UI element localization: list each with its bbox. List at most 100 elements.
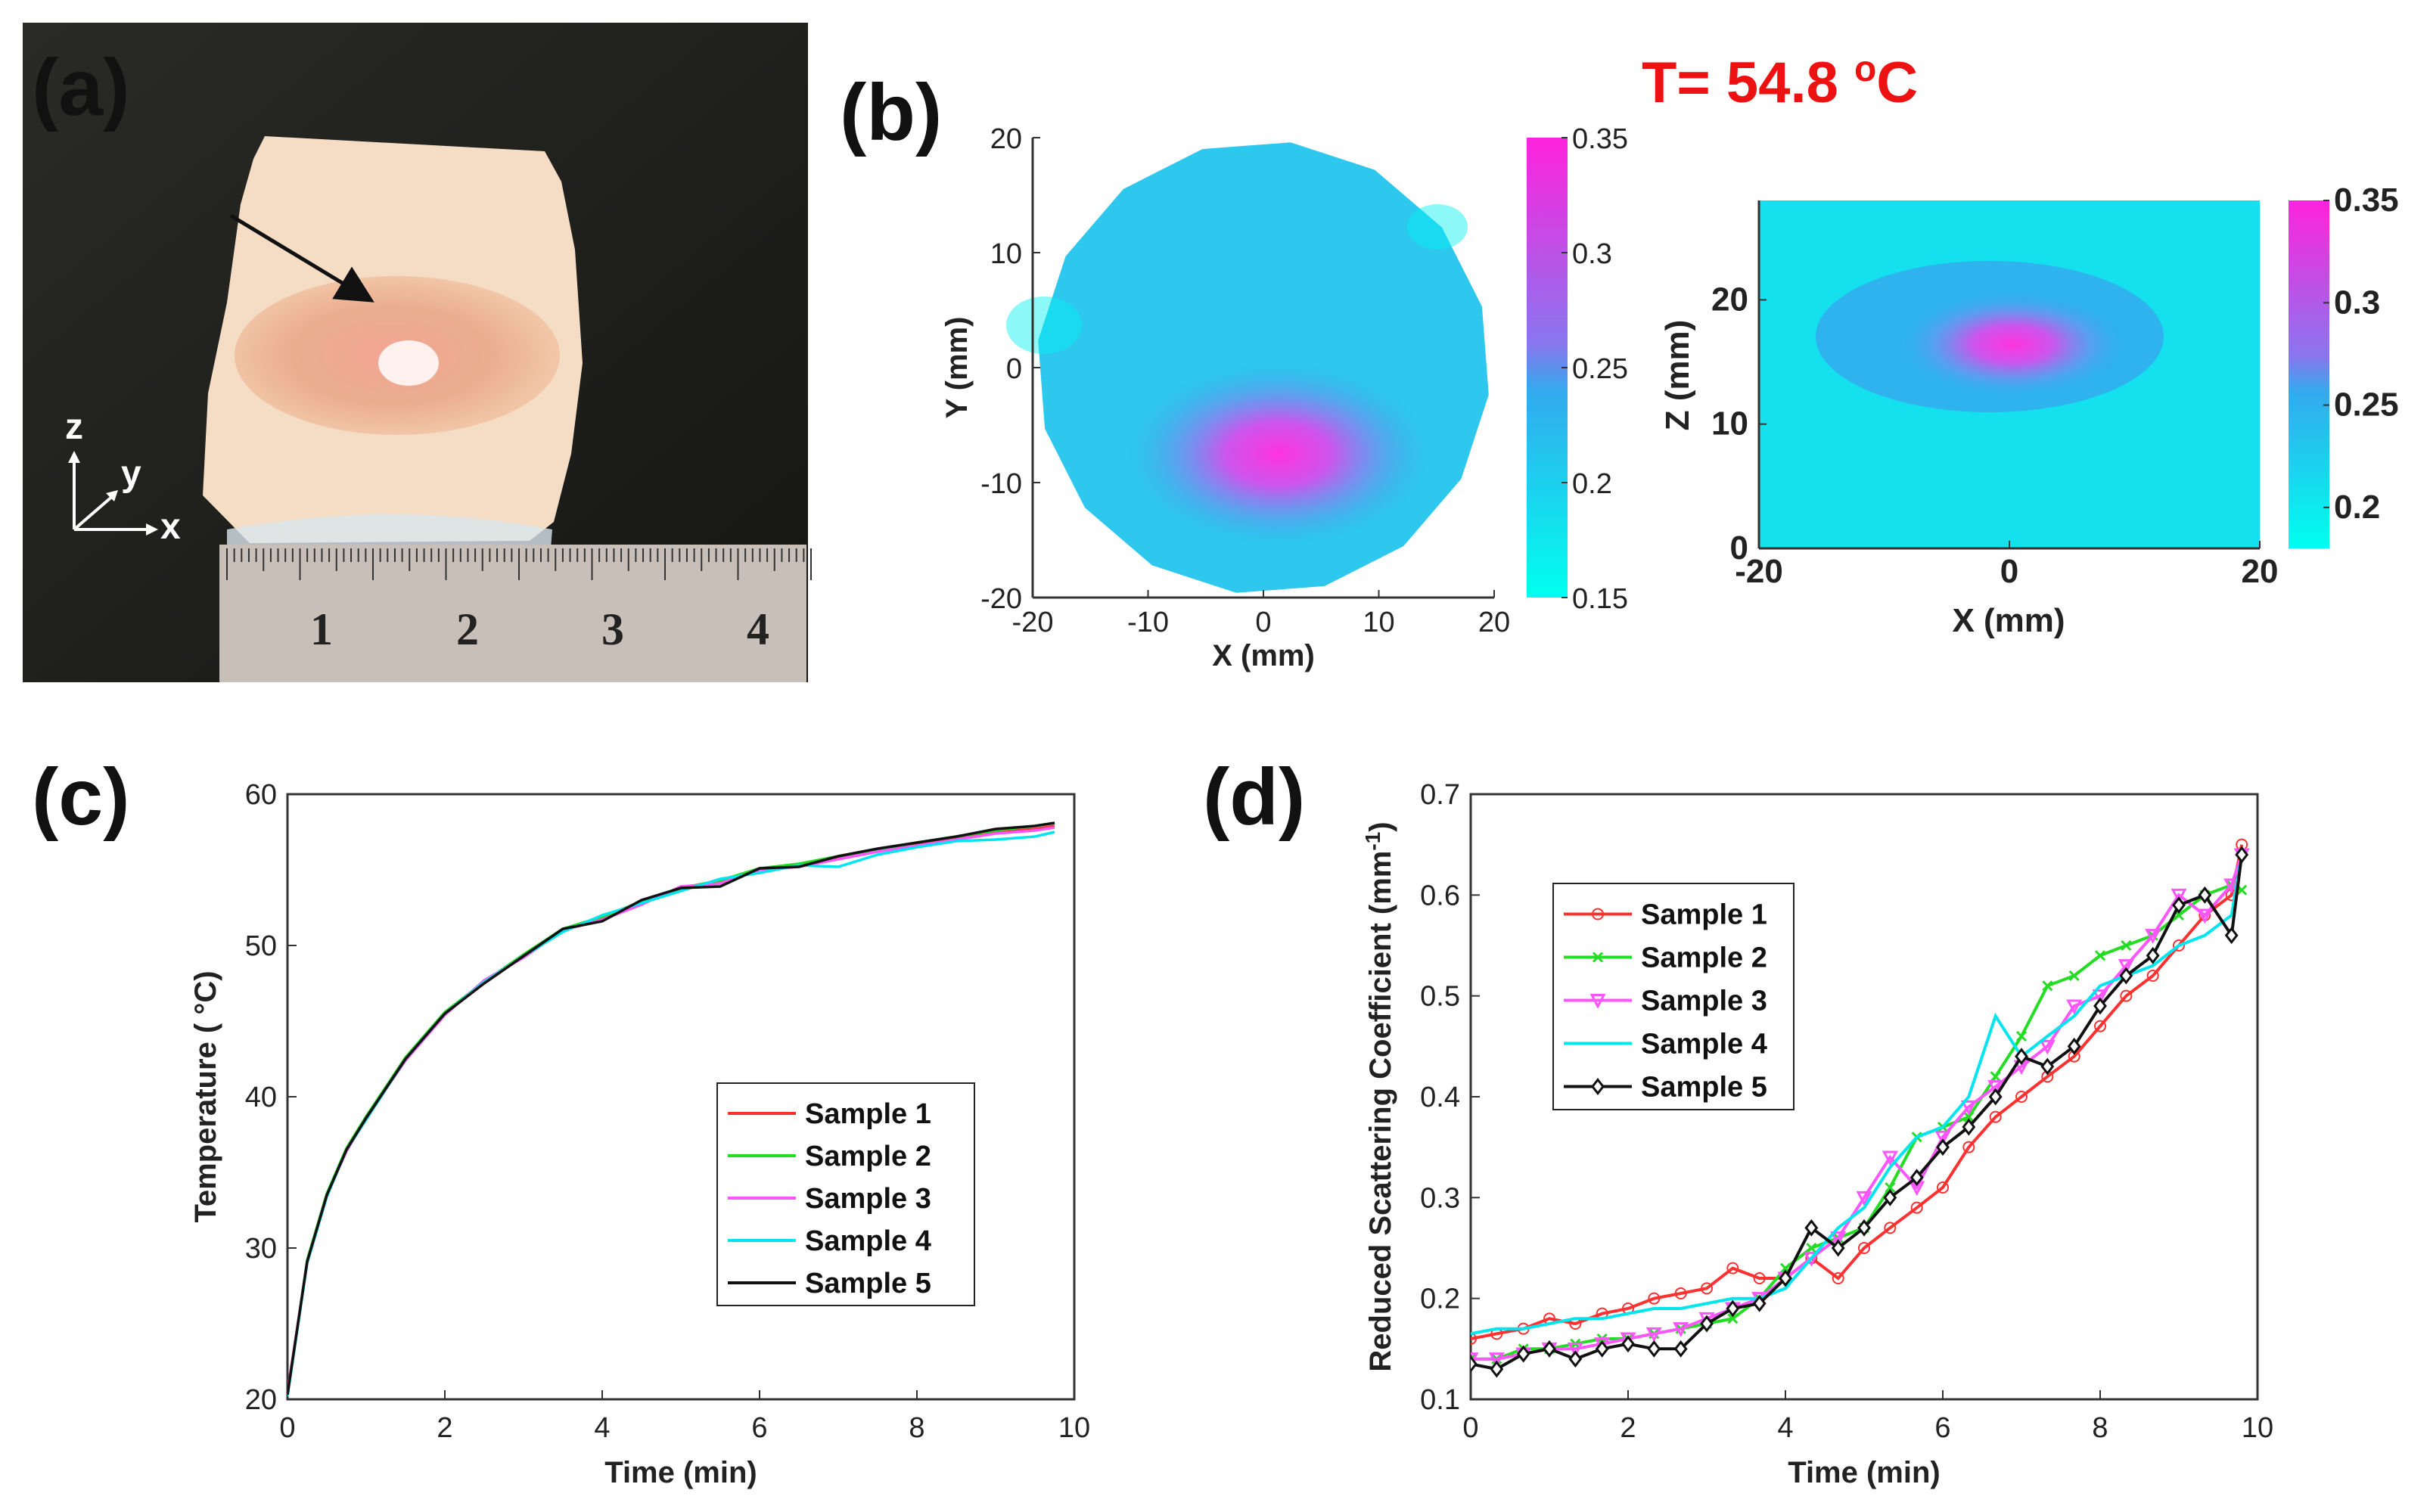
ruler-number-4: 4 <box>747 604 769 654</box>
y-tick-label: 0.1 <box>1420 1384 1460 1416</box>
arrow <box>229 213 374 303</box>
y-tick-label: 0.3 <box>1420 1182 1460 1214</box>
legend-label: Sample 4 <box>1641 1029 1767 1060</box>
data-point <box>1989 1110 2002 1123</box>
y-tick-label: 0.2 <box>1420 1284 1460 1315</box>
colorbar-tick-label: 0.15 <box>1572 583 1628 615</box>
axis-letter-x: x <box>160 507 181 547</box>
data-point <box>1884 1222 1897 1234</box>
data-point <box>2173 939 2185 952</box>
legend-box <box>716 1082 975 1306</box>
data-point <box>2093 997 2107 1015</box>
data-point <box>1589 994 1606 1009</box>
data-point <box>1830 1231 1847 1247</box>
colorbar-tick-label: 0.25 <box>1572 353 1628 385</box>
legend-label: Sample 2 <box>805 1141 931 1172</box>
x-tick-label: 8 <box>2092 1412 2108 1444</box>
data-point <box>1882 1150 1898 1166</box>
data-point <box>2171 888 2187 904</box>
data-point <box>1936 1138 1950 1157</box>
colorbar-tick-label: 0.35 <box>2334 182 2399 219</box>
colorbar-tick-label: 0.3 <box>2334 284 2380 321</box>
data-point <box>2094 1020 2106 1032</box>
ruler <box>219 545 806 682</box>
data-point <box>2118 959 2134 974</box>
y-tick-label: 0.7 <box>1420 779 1460 811</box>
y-tick-label: 0.5 <box>1420 981 1460 1013</box>
x-tick-label: 10 <box>1363 607 1394 638</box>
legend-item: Sample 4 <box>728 1225 931 1257</box>
data-point <box>1883 1188 1897 1206</box>
x-tick-label: 4 <box>1777 1412 1793 1444</box>
y-tick-label: 10 <box>1711 405 1748 442</box>
data-point <box>2119 967 2133 985</box>
chart-d-series <box>1471 838 2250 1378</box>
data-point <box>1831 1239 1845 1257</box>
data-point <box>2015 1030 2028 1042</box>
data-point <box>2067 1037 2081 1055</box>
data-point <box>2039 1039 2056 1055</box>
x-tick-label: 0 <box>279 1412 295 1444</box>
panel-b: (b) T= 54.8 oC -20 -10 0 10 20 20 10 0 -10 -20 X … <box>840 49 2399 672</box>
y-tick-label: -10 <box>980 468 1022 500</box>
panel-d-label: (d) <box>1203 753 1305 842</box>
chart-d-legend: Sample 1 Sample 2 Sample 3 Sample 4 Sample 5 <box>1552 883 1795 1110</box>
data-point <box>1963 1111 1975 1122</box>
y-tick-label: 10 <box>990 238 1022 270</box>
x-tick-label: 20 <box>2242 553 2279 590</box>
data-point <box>1701 1282 1713 1295</box>
ruler-ticks <box>226 548 812 580</box>
colorbar-xz <box>2289 200 2329 548</box>
y-tick-label: 30 <box>245 1233 277 1265</box>
colorbar-tick-label: 0.25 <box>2334 387 2399 424</box>
y-tick-label: 60 <box>245 779 277 811</box>
colorbar-xz-ticks: 0.35 0.3 0.25 0.2 <box>2323 182 2399 526</box>
data-point <box>1804 1219 1819 1237</box>
data-point <box>1592 908 1604 921</box>
data-point <box>1727 1313 1739 1324</box>
y-tick-label: 0 <box>1006 353 1022 385</box>
data-point <box>1990 1071 2001 1082</box>
lesion-center <box>378 340 439 386</box>
data-point <box>1471 1355 1478 1373</box>
data-point <box>1595 1340 1609 1358</box>
x-tick-label: 0 <box>1462 1412 1478 1444</box>
heatmap-xz-xlabel: X (mm) <box>1952 602 2065 639</box>
data-point <box>2068 970 2080 982</box>
data-point <box>1516 1345 1530 1363</box>
data-point <box>2042 980 2053 992</box>
data-point <box>2224 927 2239 945</box>
data-point <box>2120 989 2133 1002</box>
data-point <box>1543 1340 1556 1358</box>
panel-a: 1 2 3 4 z y x (a) <box>23 23 812 682</box>
legend-label: Sample 3 <box>1641 986 1767 1017</box>
chart-c-legend: Sample 1 Sample 2 Sample 3 Sample 4 Sample 5 <box>716 1082 975 1306</box>
data-point <box>1645 1327 1662 1343</box>
x-tick-label: 10 <box>1058 1412 1090 1444</box>
data-point <box>1621 1335 1635 1353</box>
data-point <box>1753 1272 1766 1284</box>
x-tick-label: 2 <box>1620 1412 1636 1444</box>
legend-item: Sample 1 <box>1564 899 1767 931</box>
heatmap-xy-xlabel: X (mm) <box>1212 639 1315 672</box>
x-tick-label: 10 <box>2242 1412 2273 1444</box>
legend-label: Sample 3 <box>805 1183 931 1215</box>
data-point <box>2121 939 2132 952</box>
data-point <box>1858 1242 1870 1254</box>
data-point <box>1857 1219 1871 1237</box>
data-point <box>1937 1181 1949 1194</box>
data-point <box>1471 1333 1477 1345</box>
chart-d-ticks: 0 2 4 6 8 10 0.7 0.6 0.5 0.4 0.3 0.2 0.1 <box>1420 779 2273 1444</box>
data-point <box>1726 1299 1740 1318</box>
series-5 <box>287 821 1055 1396</box>
x-tick-label: -20 <box>1735 553 1783 590</box>
y-tick-label: 20 <box>245 1384 277 1416</box>
data-point <box>1885 1181 1896 1194</box>
heatmap-xy: -20 -10 0 10 20 20 10 0 -10 -20 X (mm) Y (mm) 0.3… <box>940 123 1628 672</box>
y-tick-label: 20 <box>990 123 1022 155</box>
data-point <box>1674 1287 1687 1299</box>
data-point <box>1490 1360 1504 1378</box>
colorbar-xy-ticks: 0.35 0.3 0.25 0.2 0.15 <box>1561 123 1628 615</box>
legend-item: Sample 4 <box>1564 1029 1767 1060</box>
